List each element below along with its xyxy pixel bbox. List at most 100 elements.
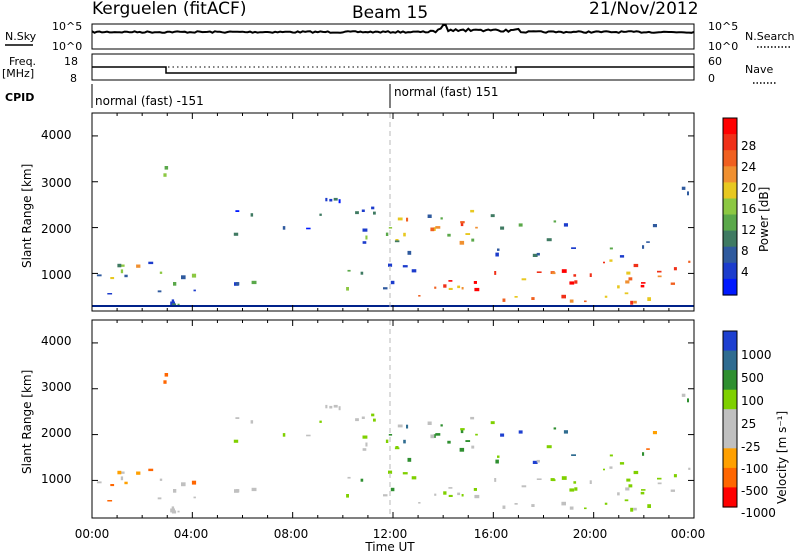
power-cell (117, 263, 122, 268)
power-cell (448, 280, 453, 282)
velocity-cell (282, 433, 286, 437)
power-cell (474, 287, 480, 292)
velocity-cell (418, 502, 421, 504)
power-cell (338, 199, 341, 204)
cpid-segment-2: normal (fast) 151 (394, 85, 498, 99)
velocity-cell (325, 404, 328, 409)
velocity-ytick-4000: 4000 (41, 334, 72, 348)
velocity-cell (329, 405, 333, 409)
velocity-cell (494, 478, 497, 482)
power-cell (647, 297, 651, 301)
velocity-cbar-1000: 1000 (741, 348, 772, 362)
velocity-cell (633, 507, 637, 511)
cpid-row: CPID normal (fast) -151 normal (fast) 15… (5, 84, 498, 108)
velocity-cell (688, 467, 691, 470)
velocity-cell (427, 421, 432, 425)
power-cell (465, 233, 471, 235)
velocity-colorbar-band (723, 428, 737, 449)
power-cell (688, 260, 691, 263)
power-cell (475, 226, 478, 229)
velocity-cell (546, 445, 552, 449)
beam-title: Beam 15 (352, 3, 428, 23)
noise-ytick-high: 10^5 (52, 20, 82, 33)
velocity-cbar-neg25: -25 (741, 440, 761, 454)
velocity-cell (609, 466, 613, 469)
power-cell (494, 271, 497, 275)
power-cell (681, 186, 686, 190)
velocity-cell (532, 460, 538, 464)
power-cell (459, 240, 465, 245)
power-cell (388, 227, 393, 229)
freq-unit-label: [MHz] (2, 67, 34, 80)
power-cell (642, 245, 645, 249)
power-cell (371, 206, 375, 210)
power-cell (433, 227, 436, 231)
power-colorbar-band (723, 246, 737, 264)
velocity-cbar-100: 100 (741, 394, 764, 408)
power-cbar-4: 4 (741, 265, 749, 279)
velocity-cell (475, 433, 478, 436)
velocity-cell (235, 489, 240, 493)
velocity-cell (573, 481, 577, 484)
power-cell (361, 209, 365, 212)
power-cell (385, 232, 389, 236)
power-cell (124, 274, 128, 278)
power-cell (181, 275, 186, 280)
velocity-cell (402, 472, 408, 475)
velocity-cell (361, 416, 365, 419)
power-cell (500, 226, 505, 230)
velocity-cell (657, 482, 662, 485)
power-cell (440, 217, 443, 220)
xtick-2000: 20:00 (573, 527, 608, 541)
xtick-2400: 00:00 (671, 527, 706, 541)
power-colorbar-band (723, 150, 737, 167)
power-cell (418, 295, 421, 297)
noise-ytick-low: 10^0 (52, 40, 82, 53)
power-cbar-label: Power [dB] (757, 187, 771, 252)
power-cell (427, 214, 432, 218)
velocity-cell (346, 494, 349, 498)
velocity-cell (673, 474, 677, 478)
velocity-cell (536, 478, 542, 480)
cpid-segment-1: normal (fast) -151 (95, 94, 204, 108)
velocity-cell (471, 445, 475, 449)
velocity-cell (407, 457, 412, 462)
velocity-cell (474, 494, 480, 499)
power-cell (360, 271, 364, 275)
nave-ytick-low: 0 (708, 72, 715, 85)
power-cell (584, 300, 587, 303)
velocity-axis-ticks (91, 320, 695, 518)
power-colorbar-band (723, 262, 737, 280)
xtick-0000: 00:00 (75, 527, 110, 541)
velocity-cell (385, 439, 389, 443)
power-cell (251, 280, 257, 285)
velocity-cell (561, 501, 566, 506)
velocity-colorbar-frame (722, 330, 738, 508)
velocity-cell (551, 479, 556, 482)
power-colorbar-band (723, 230, 737, 248)
power-cell (589, 273, 592, 277)
velocity-cell (390, 487, 395, 492)
power-colorbar-frame (722, 117, 738, 296)
xtick-0800: 08:00 (274, 527, 309, 541)
power-cell (569, 281, 575, 285)
power-cell (609, 259, 613, 262)
velocity-cell (124, 481, 128, 485)
power-cell (406, 217, 409, 222)
nsky-label: N.Sky (5, 30, 37, 43)
velocity-cell (500, 433, 505, 437)
power-cell (531, 297, 535, 300)
power-cell (518, 223, 523, 227)
velocity-cell (355, 418, 359, 422)
xtick-0400: 04:00 (174, 527, 209, 541)
power-cbar-8: 8 (741, 244, 749, 258)
power-cell (497, 248, 500, 251)
velocity-cell (347, 476, 351, 479)
velocity-cell (365, 442, 368, 447)
velocity-cell (338, 406, 341, 411)
power-cell (536, 271, 542, 273)
power-cell (250, 213, 254, 217)
power-cell (193, 289, 196, 292)
velocity-cell (641, 489, 646, 491)
power-colorbar-band (723, 182, 737, 200)
